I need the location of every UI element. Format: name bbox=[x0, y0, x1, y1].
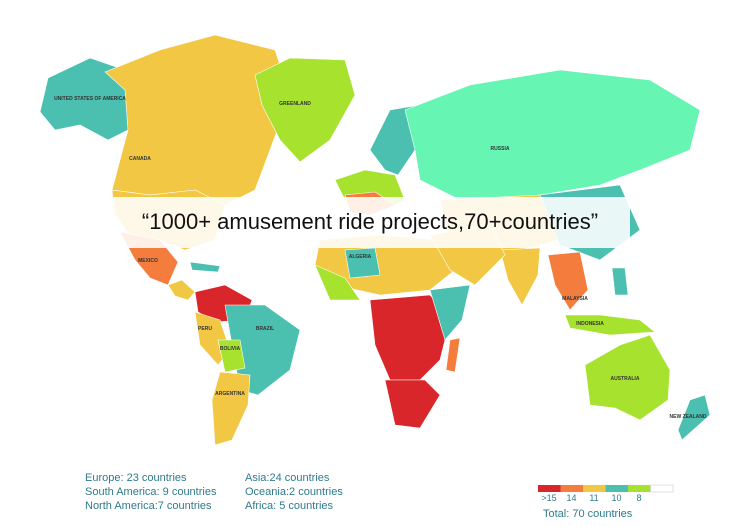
country-label: ALGERIA bbox=[349, 254, 372, 260]
philippines bbox=[611, 267, 629, 296]
southeast-asia bbox=[547, 251, 589, 311]
greenland bbox=[254, 57, 356, 163]
country-label: AUSTRALIA bbox=[611, 376, 640, 382]
legend-label: 8 bbox=[636, 493, 641, 503]
banner-bg bbox=[110, 197, 630, 248]
stats: Europe: 23 countries Asia:24 countries Sou… bbox=[85, 472, 343, 512]
indonesia bbox=[564, 314, 656, 336]
australia bbox=[584, 334, 671, 421]
country-label: MEXICO bbox=[138, 258, 158, 264]
legend: >15 14 11 10 8 bbox=[538, 484, 674, 503]
legend-swatch bbox=[560, 485, 583, 492]
bolivia bbox=[217, 339, 246, 373]
region-stat: Oceania:2 countries bbox=[245, 486, 343, 498]
southern-africa bbox=[384, 379, 441, 429]
country-label: RUSSIA bbox=[491, 146, 510, 152]
country-label: MALAYSIA bbox=[562, 296, 588, 302]
region-stat: Asia:24 countries bbox=[245, 472, 330, 484]
canada bbox=[104, 34, 291, 206]
legend-label: 14 bbox=[566, 493, 576, 503]
algeria bbox=[344, 247, 381, 279]
total: Total: 70 countries bbox=[543, 508, 633, 520]
legend-swatch bbox=[538, 485, 561, 492]
country-label: GREENLAND bbox=[279, 101, 311, 107]
alaska bbox=[39, 57, 129, 141]
russia bbox=[404, 69, 701, 201]
legend-swatch bbox=[628, 485, 651, 492]
east-africa bbox=[429, 284, 471, 341]
country-label: ARGENTINA bbox=[215, 391, 245, 397]
caribbean bbox=[189, 261, 221, 273]
madagascar bbox=[445, 337, 461, 373]
region-stat: Europe: 23 countries bbox=[85, 472, 187, 484]
country-label: BRAZIL bbox=[256, 326, 274, 332]
country-label: BOLIVIA bbox=[220, 346, 241, 352]
region-stat: South America: 9 countries bbox=[85, 486, 217, 498]
country-label: CANADA bbox=[129, 156, 151, 162]
legend-label: 11 bbox=[589, 493, 598, 503]
india bbox=[499, 247, 541, 306]
region-stat: North America:7 countries bbox=[85, 500, 212, 512]
legend-swatch bbox=[583, 485, 606, 492]
central-america bbox=[167, 279, 196, 301]
country-label: UNITED STATES OF AMERICA bbox=[54, 96, 126, 102]
country-label: NEW ZEALAND bbox=[670, 414, 707, 420]
country-label: INDONESIA bbox=[576, 321, 604, 327]
legend-swatch bbox=[605, 485, 628, 492]
legend-label: >15 bbox=[541, 493, 556, 503]
argentina bbox=[211, 371, 251, 446]
legend-swatch-empty bbox=[650, 484, 674, 493]
new-zealand bbox=[677, 394, 711, 441]
country-label: PERU bbox=[198, 326, 212, 332]
legend-label: 10 bbox=[611, 493, 621, 503]
map-labels: UNITED STATES OF AMERICA CANADA GREENLAND R… bbox=[54, 96, 707, 420]
west-africa bbox=[314, 264, 361, 301]
banner-text: “1000+ amusement ride projects,70+countr… bbox=[142, 209, 598, 234]
region-stat: Africa: 5 countries bbox=[245, 500, 334, 512]
